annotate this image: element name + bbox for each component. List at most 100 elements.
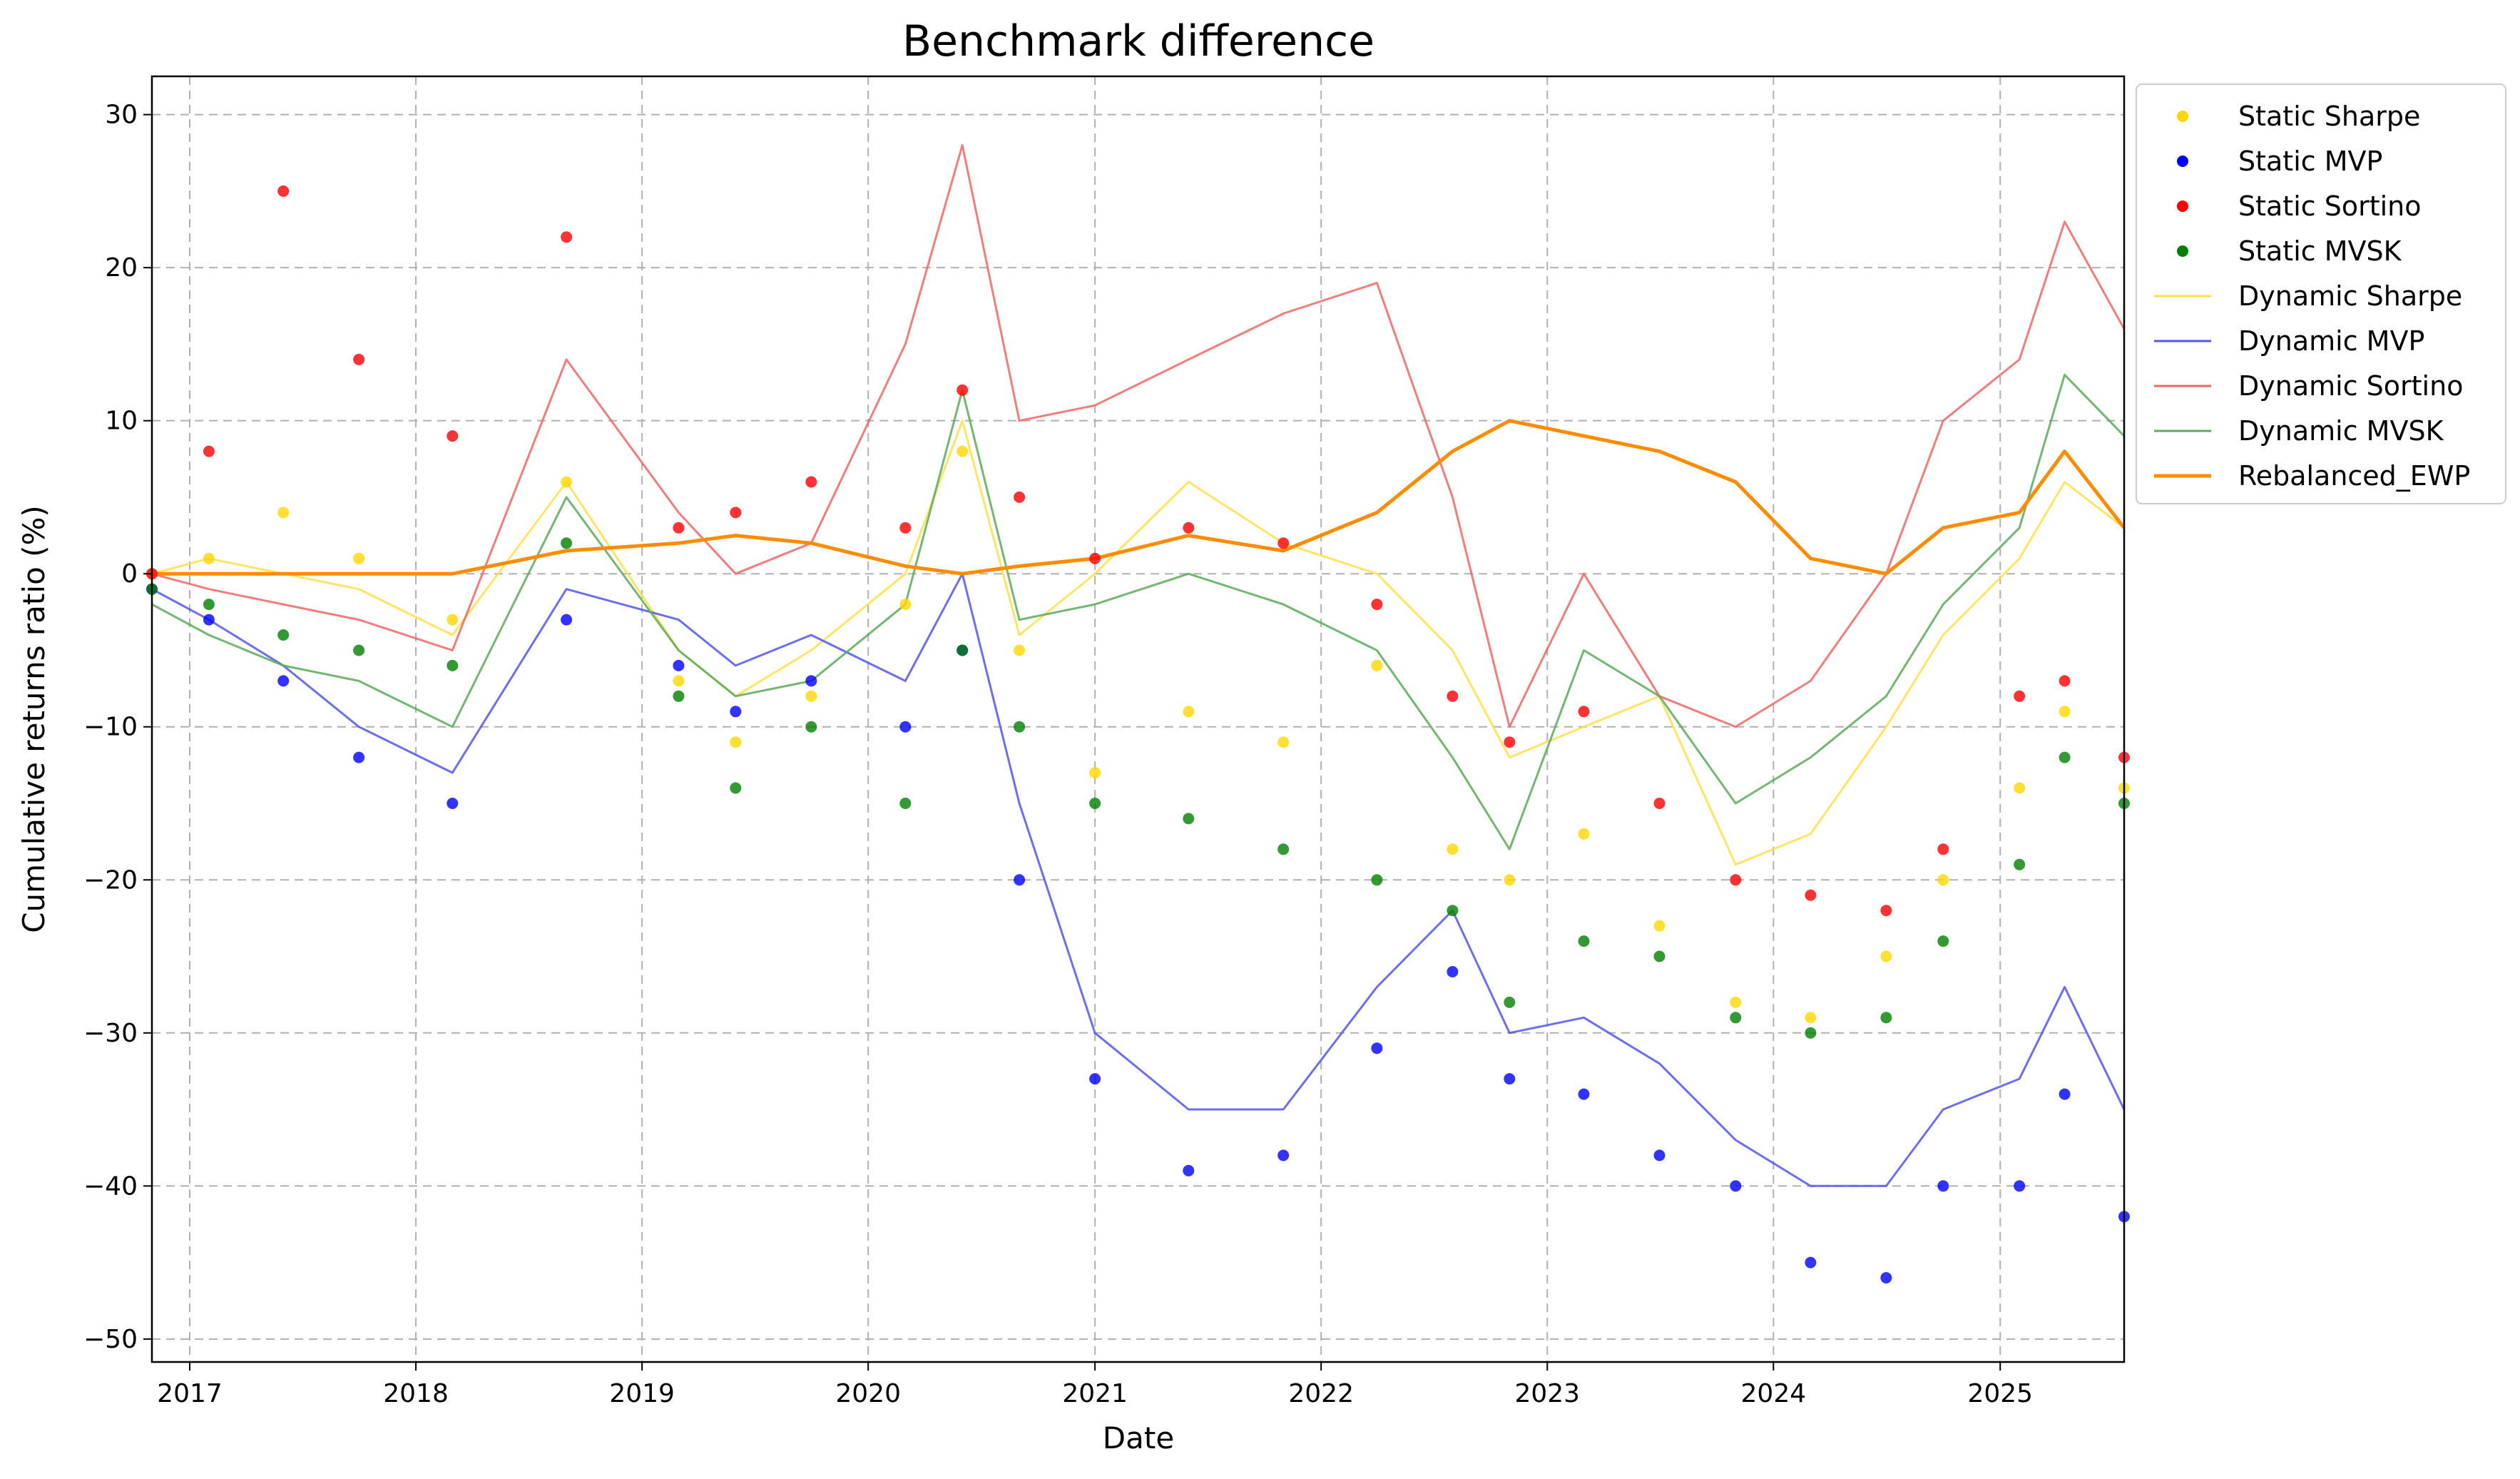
data-point-static-mvsk [2014, 858, 2026, 870]
data-point-static-sortino [561, 231, 573, 243]
data-point-static-sharpe [1880, 950, 1892, 962]
data-point-static-mvsk [447, 659, 459, 671]
data-point-static-sortino [1183, 522, 1195, 534]
legend-box [2136, 83, 2506, 504]
series-line-dynamic-sharpe [151, 420, 2125, 866]
data-point-static-sortino [1371, 599, 1383, 611]
data-point-static-mvp [1730, 1180, 1742, 1192]
data-point-static-sharpe [203, 552, 215, 564]
x-tick-label: 2020 [835, 1379, 901, 1408]
series-static-mvsk [146, 537, 2130, 1039]
data-point-static-mvp [1937, 1180, 1949, 1192]
data-point-static-sortino [730, 507, 742, 519]
x-tick-label: 2021 [1062, 1379, 1128, 1408]
data-point-static-sortino [805, 476, 817, 488]
legend-swatch [2177, 245, 2188, 257]
data-point-static-sortino [1504, 736, 1516, 748]
data-point-static-mvsk [957, 644, 969, 656]
legend-item-static-sharpe: Static Sharpe [2177, 101, 2420, 132]
data-point-static-sortino [1089, 552, 1101, 564]
data-point-static-sharpe [1805, 1012, 1817, 1024]
legend: Static Sharpe Static MVP Static Sortino Sta… [2136, 83, 2506, 504]
data-point-static-mvsk [1730, 1012, 1742, 1024]
legend-swatch [2177, 200, 2188, 212]
data-point-static-sortino [1937, 843, 1949, 855]
data-point-static-sortino [673, 522, 685, 534]
data-point-static-sortino [2014, 690, 2026, 702]
data-point-static-mvsk [2059, 751, 2071, 763]
data-point-static-mvsk [899, 798, 912, 809]
data-point-static-mvsk [805, 721, 817, 733]
data-point-static-mvp [1089, 1073, 1101, 1085]
legend-item-static-mvp: Static MVP [2177, 146, 2382, 177]
legend-item-dynamic-mvsk: Dynamic MVSK [2154, 415, 2444, 447]
data-point-static-mvsk [673, 690, 685, 702]
plot-series [146, 144, 2130, 1284]
data-point-static-sortino [1880, 905, 1892, 917]
series-line-dynamic-mvsk [151, 373, 2126, 850]
data-point-static-mvp [1653, 1149, 1665, 1162]
data-point-static-mvsk [277, 629, 290, 641]
data-point-static-sortino [1447, 690, 1459, 702]
data-point-static-mvp [1371, 1042, 1383, 1054]
data-point-static-mvsk [203, 599, 215, 611]
series-static-sortino [146, 185, 2130, 917]
data-point-static-mvp [1183, 1164, 1195, 1176]
data-point-static-sortino [899, 522, 912, 534]
data-point-static-mvsk [561, 537, 573, 549]
data-point-static-sharpe [1653, 920, 1665, 932]
series-dynamic-mvp [151, 572, 2126, 1187]
legend-label: Dynamic MVP [2238, 325, 2424, 357]
series-dynamic-sharpe [151, 420, 2125, 866]
x-tick-label: 2022 [1288, 1379, 1354, 1408]
data-point-static-sortino [957, 384, 969, 396]
x-tick-label: 2017 [157, 1379, 223, 1408]
y-tick-label: −10 [83, 713, 138, 742]
series-dynamic-sortino [151, 144, 2126, 728]
x-tick-label: 2024 [1741, 1379, 1807, 1408]
series-line-dynamic-sortino [151, 144, 2126, 728]
y-tick-label: −50 [83, 1325, 138, 1354]
data-point-static-sharpe [1371, 659, 1383, 671]
data-point-static-mvp [1504, 1073, 1516, 1085]
data-point-static-mvsk [1578, 935, 1590, 947]
legend-label: Static Sharpe [2238, 101, 2420, 132]
data-point-static-sharpe [673, 675, 685, 687]
chart-title: Benchmark difference [902, 16, 1374, 66]
data-point-static-sharpe [1504, 874, 1516, 886]
legend-item-rebalanced-ewp: Rebalanced_EWP [2154, 460, 2470, 492]
legend-label: Dynamic MVSK [2238, 415, 2444, 447]
y-tick-label: −30 [83, 1019, 138, 1048]
data-point-static-mvsk [1653, 950, 1665, 962]
data-point-static-sortino [447, 430, 459, 442]
data-point-static-mvp [1014, 874, 1026, 886]
data-point-static-mvsk [1880, 1012, 1892, 1024]
y-tick-label: 10 [105, 407, 138, 436]
data-point-static-sharpe [1089, 767, 1101, 779]
series-static-mvp [146, 583, 2130, 1284]
y-tick-label: −40 [83, 1171, 138, 1201]
data-point-static-mvp [203, 614, 215, 626]
data-point-static-mvsk [353, 644, 365, 656]
data-point-static-mvsk [1277, 843, 1290, 855]
legend-label: Static MVP [2238, 146, 2382, 177]
data-point-static-sortino [1805, 889, 1817, 901]
y-axis-label: Cumulative returns ratio (%) [16, 505, 51, 933]
legend-label: Static Sortino [2238, 190, 2422, 222]
data-point-static-sharpe [1937, 874, 1949, 886]
data-point-static-mvsk [1183, 813, 1195, 825]
y-tick-label: −20 [83, 865, 138, 895]
data-point-static-sharpe [2014, 782, 2026, 794]
legend-label: Dynamic Sortino [2238, 370, 2463, 402]
legend-swatch [2177, 111, 2188, 122]
data-point-static-mvsk [1447, 905, 1459, 917]
series-dynamic-mvsk [151, 373, 2126, 850]
data-point-static-mvp [447, 798, 459, 809]
data-point-static-sortino [1653, 798, 1665, 809]
plot-frame [151, 75, 2126, 1363]
data-point-static-sharpe [957, 445, 969, 457]
x-tick-label: 2023 [1514, 1379, 1580, 1408]
data-point-static-sharpe [353, 552, 365, 564]
legend-swatch [2177, 156, 2188, 167]
data-point-static-sortino [1014, 491, 1026, 503]
